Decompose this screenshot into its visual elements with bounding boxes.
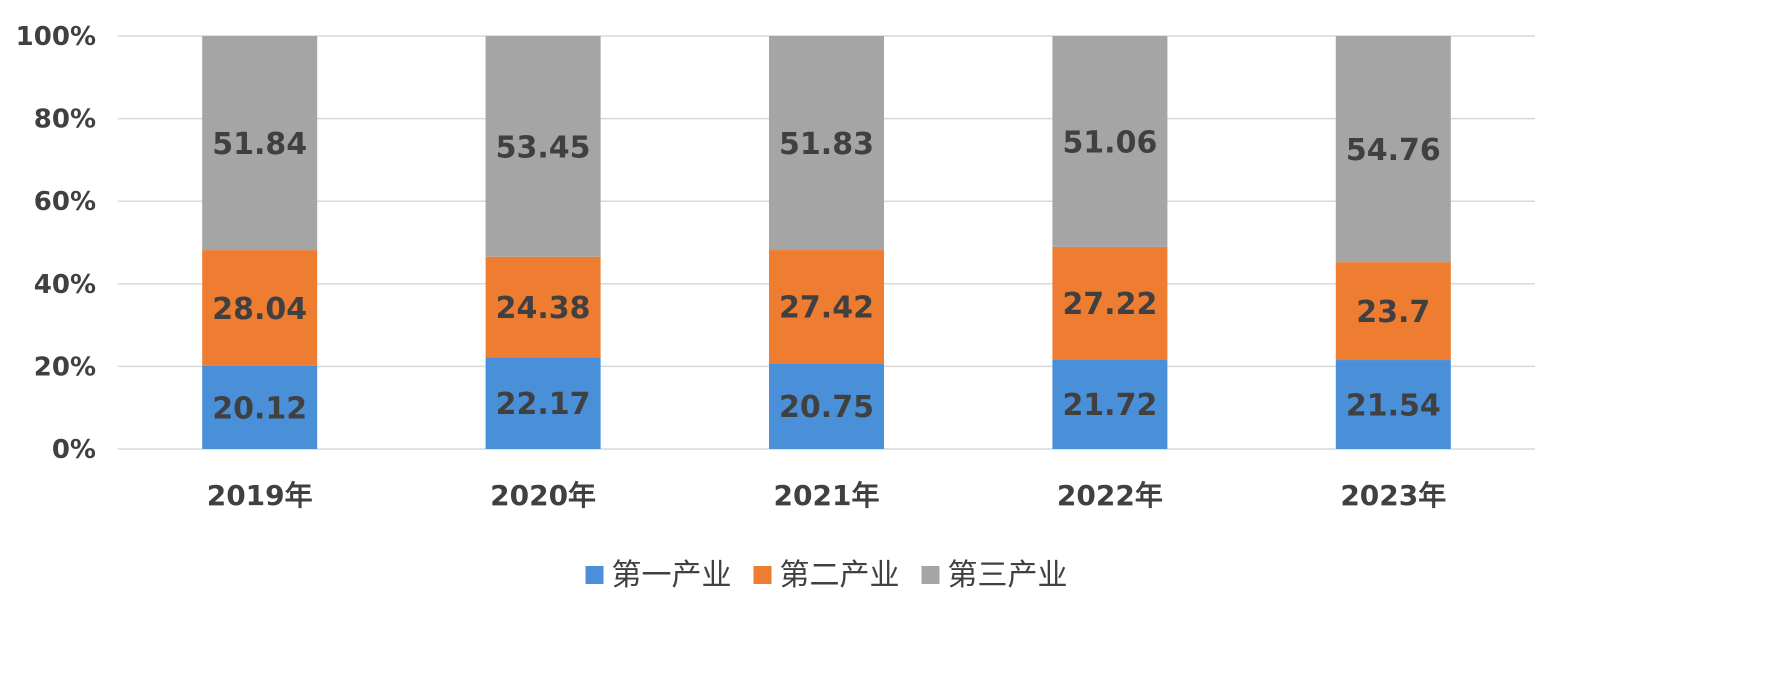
data-label: 51.06: [1062, 125, 1157, 160]
data-label: 20.75: [779, 390, 874, 425]
y-tick-label: 60%: [34, 187, 96, 217]
data-label: 21.54: [1346, 389, 1441, 424]
x-category-label: 2020年: [490, 479, 596, 512]
bar-segment-2: [485, 256, 601, 358]
bar-segment-2: [1052, 246, 1168, 360]
y-tick-label: 0%: [52, 435, 96, 465]
data-label: 24.38: [496, 291, 591, 326]
y-tick-label: 20%: [34, 352, 96, 382]
y-tick-label: 80%: [34, 105, 96, 135]
legend-label: 第二产业: [780, 558, 900, 593]
x-category-label: 2022年: [1057, 479, 1163, 512]
bar-segment-1: [1335, 360, 1451, 449]
data-label: 21.72: [1062, 388, 1157, 423]
legend: 第一产业 第二产业 第三产业: [585, 558, 1068, 593]
x-category-label: 2023年: [1340, 479, 1446, 512]
legend-swatch-3: [921, 566, 940, 584]
y-axis: 0% 20% 40% 60% 80% 100%: [16, 22, 96, 465]
legend-swatch-2: [753, 566, 772, 584]
bar-segment-1: [1052, 359, 1168, 449]
y-tick-label: 100%: [16, 22, 96, 52]
data-label: 51.84: [212, 127, 307, 162]
bar-segment-1: [769, 363, 884, 449]
bar-segment-3: [1052, 36, 1168, 247]
data-label: 51.83: [779, 127, 874, 162]
bar-segment-3: [485, 36, 601, 257]
bar-segment-2: [202, 250, 318, 366]
x-category-label: 2019年: [207, 479, 313, 512]
data-label: 22.17: [496, 387, 591, 422]
y-tick-label: 40%: [34, 270, 96, 300]
bar-segment-1: [485, 357, 601, 449]
data-label: 53.45: [496, 130, 591, 165]
bar-segment-3: [769, 36, 884, 251]
data-label: 27.42: [779, 291, 874, 326]
data-labels: 20.12 28.04 51.84 22.17 24.38 53.45 20.75 27.42…: [212, 125, 1441, 426]
bar-segment-1: [202, 365, 318, 449]
bar-segment-2: [769, 250, 884, 364]
data-label: 23.7: [1356, 295, 1430, 330]
bars: [202, 36, 1451, 449]
x-category-label: 2021年: [774, 479, 880, 512]
bar-segment-2: [1335, 262, 1451, 361]
data-label: 28.04: [212, 292, 307, 327]
data-label: 54.76: [1346, 133, 1441, 168]
legend-label: 第三产业: [948, 558, 1068, 593]
data-label: 27.22: [1062, 287, 1157, 322]
data-label: 20.12: [212, 391, 307, 426]
bar-segment-3: [1335, 36, 1451, 263]
x-axis: 2019年 2020年 2021年 2022年 2023年: [207, 479, 1447, 512]
legend-label: 第一产业: [612, 558, 732, 593]
bar-segment-3: [202, 36, 318, 251]
legend-swatch-1: [585, 566, 604, 584]
